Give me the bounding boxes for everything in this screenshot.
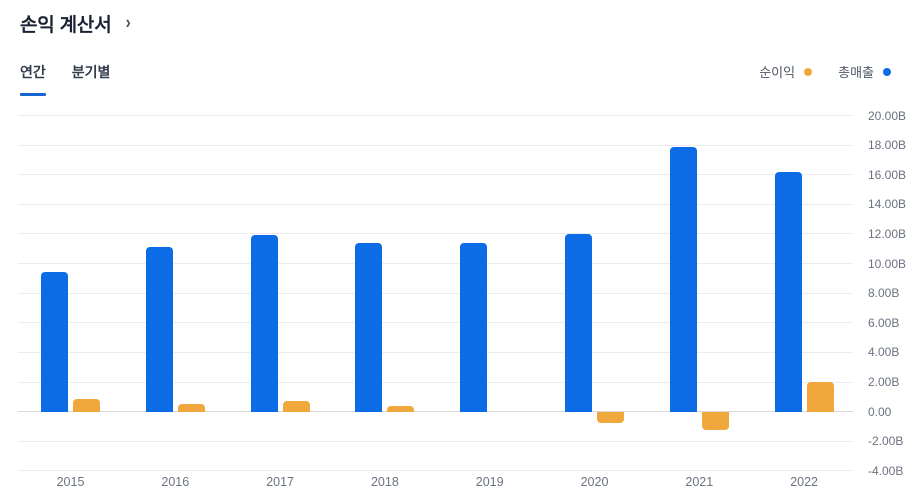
net-income-dot-icon: [804, 67, 813, 76]
y-tick-label: 14.00B: [868, 197, 907, 212]
x-tick-label: 2022: [790, 475, 818, 489]
net-income-bar-2020[interactable]: [597, 411, 624, 423]
legend-net-income[interactable]: 순이익: [759, 62, 813, 81]
x-tick-label: 2018: [370, 475, 399, 489]
chart-legend: 순이익 총매출: [759, 62, 891, 81]
gridline-0.00: [18, 411, 853, 413]
revenue-bar-2019[interactable]: [460, 242, 488, 412]
gridline-6.00B: [18, 322, 853, 324]
x-tick-label: 2016: [161, 475, 190, 489]
y-tick-label: 4.00B: [868, 345, 900, 360]
net-income-bar-2017[interactable]: [282, 401, 310, 412]
y-tick-label: 16.00B: [868, 167, 907, 182]
y-tick-label: 8.00B: [868, 286, 900, 301]
gridline-12.00B: [18, 233, 853, 235]
tab-quarterly[interactable]: 분기별: [71, 64, 111, 80]
gridline-10.00B: [18, 263, 853, 264]
revenue-dot-icon: [883, 67, 891, 76]
x-tick-label: 2015: [56, 475, 85, 489]
revenue-bar-2016[interactable]: [145, 247, 173, 412]
legend-revenue[interactable]: 총매출: [838, 62, 891, 81]
tab-annual[interactable]: 연간: [20, 62, 46, 96]
gridline-16.00B: [18, 174, 853, 176]
page-title: 손익 계산서: [20, 15, 112, 36]
net-income-bar-2022[interactable]: [806, 382, 834, 412]
gridline-14.00B: [18, 203, 853, 205]
revenue-bar-2015[interactable]: [41, 272, 68, 412]
gridline-2.00B: [18, 381, 853, 383]
gridline-4.00B: [18, 351, 853, 353]
chevron-right-icon[interactable]: ›: [125, 13, 131, 33]
net-income-bar-2016[interactable]: [177, 403, 205, 412]
y-tick-label: -4.00B: [868, 463, 904, 478]
y-tick-label: 6.00B: [868, 315, 900, 330]
net-income-bar-2018[interactable]: [387, 405, 415, 412]
legend-revenue-label: 총매출: [838, 65, 874, 80]
gridline-18.00B: [18, 144, 853, 146]
revenue-bar-2022[interactable]: [774, 171, 802, 412]
revenue-bar-2021[interactable]: [669, 146, 697, 412]
period-tabs: 연간 분기별: [20, 62, 111, 96]
gridline-8.00B: [18, 292, 853, 294]
x-tick-label: 2017: [266, 475, 294, 489]
x-tick-label: 2021: [685, 475, 714, 489]
x-tick-label: 2020: [580, 475, 609, 489]
gridline--2.00B: [18, 440, 853, 442]
y-tick-label: 12.00B: [868, 226, 907, 241]
revenue-bar-2018[interactable]: [355, 242, 383, 412]
gridline--4.00B: [18, 470, 853, 472]
revenue-bar-2020[interactable]: [565, 233, 592, 412]
y-tick-label: 18.00B: [868, 138, 907, 153]
y-tick-label: 10.00B: [868, 256, 907, 271]
revenue-bar-2017[interactable]: [250, 235, 278, 412]
y-tick-label: 0.00: [868, 404, 892, 419]
y-tick-label: -2.00B: [868, 434, 904, 449]
net-income-bar-2021[interactable]: [701, 411, 729, 431]
income-statement-header[interactable]: 손익 계산서 ›: [20, 10, 131, 37]
x-tick-label: 2019: [475, 475, 504, 489]
y-tick-label: 20.00B: [868, 108, 907, 123]
gridline-20.00B: [18, 115, 853, 116]
net-income-bar-2015[interactable]: [73, 399, 100, 412]
y-tick-label: 2.00B: [868, 375, 900, 389]
legend-net-income-label: 순이익: [759, 65, 796, 80]
